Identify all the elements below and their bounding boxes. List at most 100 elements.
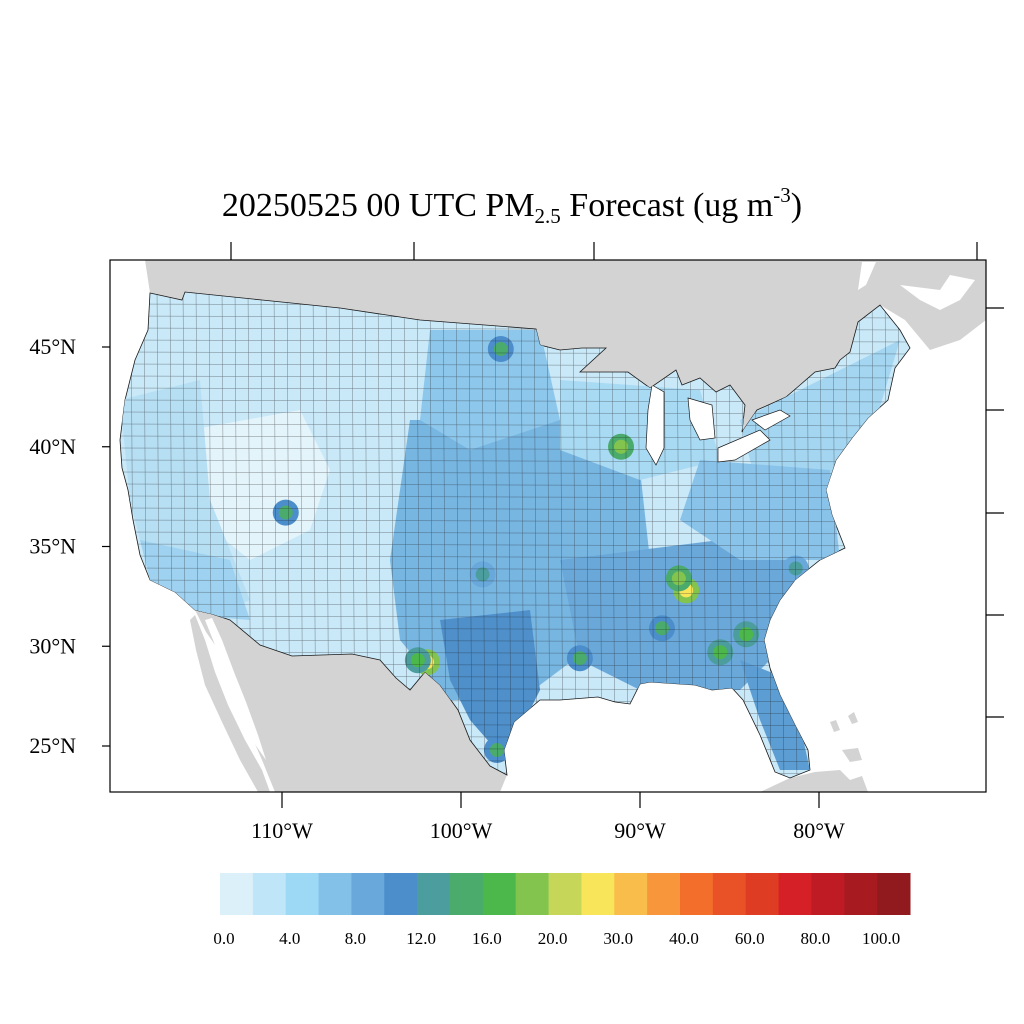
- region-southeast: [560, 540, 800, 690]
- mexico-land: [195, 610, 507, 792]
- colorbar-labels: 0.0 4.0 8.0 12.0 16.0 20.0 30.0 40.0 60.0 80.0 100…: [213, 929, 900, 948]
- county-line: [520, 292, 525, 778]
- county-line: [120, 399, 910, 403]
- hotspot: [739, 627, 754, 642]
- cuba-land: [760, 770, 868, 792]
- colorbar-swatch: [680, 873, 714, 915]
- baja-land: [190, 615, 270, 792]
- lon-label: 80°W: [793, 818, 845, 843]
- region-northeast: [740, 340, 900, 500]
- colorbar-swatch: [778, 873, 812, 915]
- title-prefix: 20250525 00 UTC PM: [221, 187, 535, 224]
- colorbar-swatch: [647, 873, 681, 915]
- colorbar-swatch: [811, 873, 845, 915]
- colorbar-swatch: [614, 873, 648, 915]
- county-line: [120, 495, 910, 499]
- longitude-labels: 110°W 100°W 90°W 80°W: [251, 818, 845, 843]
- hotspot: [614, 439, 629, 454]
- county-line: [120, 555, 910, 559]
- colorbar-swatch: [220, 873, 254, 915]
- hotspot: [654, 621, 669, 636]
- colorbar-label: 12.0: [406, 929, 436, 948]
- hotspot: [493, 341, 508, 356]
- county-line: [481, 292, 486, 778]
- county-line: [120, 567, 910, 571]
- axis-ticks: [102, 242, 1004, 808]
- colorbar-label: 80.0: [801, 929, 831, 948]
- colorbar-swatch: [450, 873, 484, 915]
- lat-label: 25°N: [29, 733, 76, 758]
- title-superscript: -3: [773, 183, 791, 207]
- colorbar-swatch: [712, 873, 747, 915]
- county-line: [120, 519, 910, 523]
- region-northern-plains: [420, 330, 560, 450]
- lon-label: 110°W: [251, 818, 313, 843]
- colorbar-label: 0.0: [213, 929, 234, 948]
- colorbar-label: 30.0: [603, 929, 633, 948]
- lat-label: 40°N: [29, 434, 76, 459]
- county-line: [120, 531, 910, 535]
- title-suffix: ): [790, 187, 803, 224]
- county-line: [507, 292, 512, 778]
- hotspot: [489, 742, 504, 757]
- county-line: [455, 292, 460, 778]
- lat-label: 35°N: [29, 534, 76, 559]
- region-west-light: [190, 410, 330, 560]
- hotspot-layer: [272, 335, 809, 763]
- county-line: [120, 591, 910, 595]
- canada-land: [145, 260, 986, 432]
- colorbar-swatch: [318, 873, 352, 915]
- colorbar-label: 4.0: [279, 929, 300, 948]
- colorbar-swatch: [384, 873, 418, 915]
- colorbar-swatch: [417, 873, 451, 915]
- lon-label: 90°W: [614, 818, 666, 843]
- county-line: [494, 292, 499, 778]
- colorbar-label: 20.0: [538, 929, 568, 948]
- colorbar-swatch: [515, 873, 550, 915]
- latitude-labels: 45°N 40°N 35°N 30°N 25°N: [29, 334, 76, 758]
- region-mid-atlantic: [680, 460, 840, 560]
- title-subscript: 2.5: [534, 204, 561, 228]
- colorbar-swatch: [548, 873, 582, 915]
- canada-water-patch: [858, 262, 975, 310]
- colorbar-label: 60.0: [735, 929, 765, 948]
- bahamas-land: [830, 712, 862, 762]
- colorbar-swatch: [482, 873, 517, 915]
- colorbar-swatch: [877, 873, 911, 915]
- county-line: [468, 292, 473, 778]
- hotspot: [410, 653, 425, 668]
- county-line: [120, 507, 910, 511]
- county-line: [120, 543, 910, 547]
- colorbar-swatch: [351, 873, 385, 915]
- hotspot: [572, 651, 587, 666]
- colorbar-swatch: [285, 873, 320, 915]
- county-line: [120, 435, 910, 439]
- colorbar-swatch: [745, 873, 780, 915]
- colorbar-swatch: [844, 873, 878, 915]
- colorbar-swatch: [252, 873, 287, 915]
- hotspot: [278, 505, 293, 520]
- county-line: [120, 459, 910, 463]
- colorbar: [220, 873, 911, 915]
- county-line: [120, 423, 910, 427]
- colorbar-swatch: [581, 873, 615, 915]
- hotspot: [475, 567, 490, 582]
- chart-title: 20250525 00 UTC PM2.5 Forecast (ug m-3): [0, 184, 1024, 228]
- colorbar-label: 100.0: [862, 929, 900, 948]
- colorbar-label: 40.0: [669, 929, 699, 948]
- county-line: [120, 471, 910, 475]
- lat-label: 45°N: [29, 334, 76, 359]
- county-line: [120, 483, 910, 487]
- lat-label: 30°N: [29, 633, 76, 658]
- county-line: [120, 447, 910, 451]
- colorbar-label: 8.0: [345, 929, 366, 948]
- gulf-of-california: [205, 618, 266, 760]
- colorbar-label: 16.0: [472, 929, 502, 948]
- title-middle: Forecast (ug m: [560, 187, 774, 224]
- lon-label: 100°W: [430, 818, 493, 843]
- hotspot: [713, 645, 728, 660]
- map-frame: [109, 259, 987, 793]
- county-line: [120, 579, 910, 583]
